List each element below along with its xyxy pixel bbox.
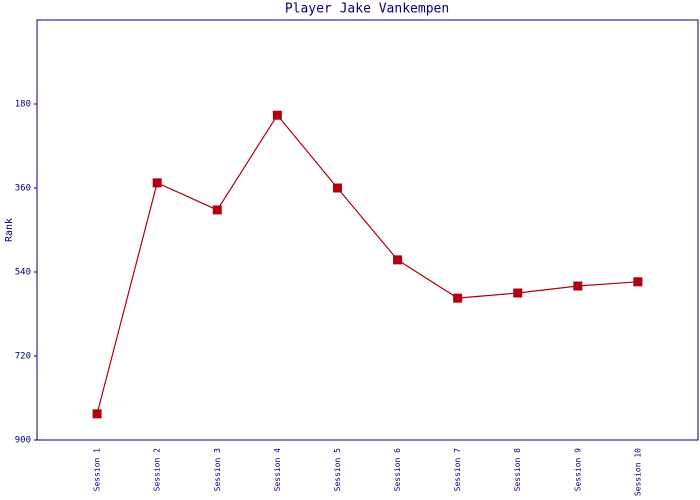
point (453, 293, 463, 303)
y-tick-label: 900 (15, 436, 31, 446)
point (393, 255, 403, 265)
point (332, 183, 342, 193)
point (573, 281, 583, 291)
point (272, 110, 282, 120)
chart-title: Player Jake Vankempen (285, 2, 449, 17)
x-tick-label: Session 5 (333, 448, 342, 492)
point (92, 409, 102, 419)
x-tick-label: Session 8 (513, 448, 522, 492)
x-tick-label: Session 7 (453, 448, 462, 492)
point (513, 288, 523, 298)
x-tick-label: Session 1 (93, 448, 102, 492)
x-tick-label: Session 3 (213, 448, 222, 492)
point (152, 178, 162, 188)
y-axis-label: Rank (4, 218, 15, 242)
line (96, 114, 638, 415)
x-tick-label: Session 4 (273, 448, 282, 492)
plot-frame (36, 19, 699, 441)
point (212, 205, 222, 215)
x-tick-label: Session 6 (393, 448, 402, 492)
point (633, 277, 643, 287)
x-tick-label: Session 9 (573, 448, 582, 492)
y-tick-label: 720 (15, 352, 31, 362)
x-tick-label: Session 10 (633, 448, 642, 496)
x-tick-label: Session 2 (153, 448, 162, 492)
y-tick-label: 540 (15, 268, 31, 278)
y-tick-label: 180 (15, 100, 31, 110)
y-tick-label: 360 (15, 184, 31, 194)
